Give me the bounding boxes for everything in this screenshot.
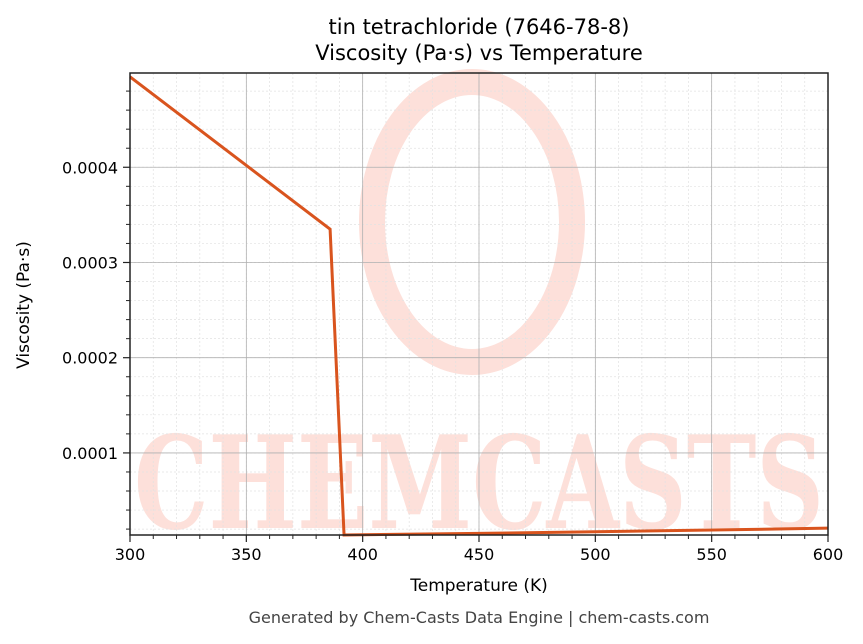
y-axis-label: Viscosity (Pa·s): [14, 241, 34, 369]
x-axis-label: Temperature (K): [410, 576, 548, 596]
x-tick-label: 300: [115, 545, 146, 564]
y-tick-label: 0.0003: [62, 253, 118, 272]
y-tick-label: 0.0004: [62, 158, 118, 177]
x-tick-label: 500: [580, 545, 611, 564]
footer-credit: Generated by Chem-Casts Data Engine | ch…: [248, 608, 710, 627]
y-tick-label: 0.0002: [62, 349, 118, 368]
x-tick-label: 350: [231, 545, 262, 564]
x-tick-label: 600: [813, 545, 844, 564]
x-tick-label: 450: [464, 545, 495, 564]
x-tick-label: 400: [347, 545, 378, 564]
viscosity-line: [129, 75, 829, 537]
x-tick-label: 550: [696, 545, 727, 564]
chart-title-line2: Viscosity (Pa·s) vs Temperature: [315, 41, 643, 65]
axis-ticks: 300 350 400 450 500 550 600 0.0001 0.0002 0.0003 0…: [62, 90, 844, 564]
y-tick-label: 0.0001: [62, 444, 118, 463]
chart-title-line1: tin tetrachloride (7646-78-8): [328, 15, 630, 39]
